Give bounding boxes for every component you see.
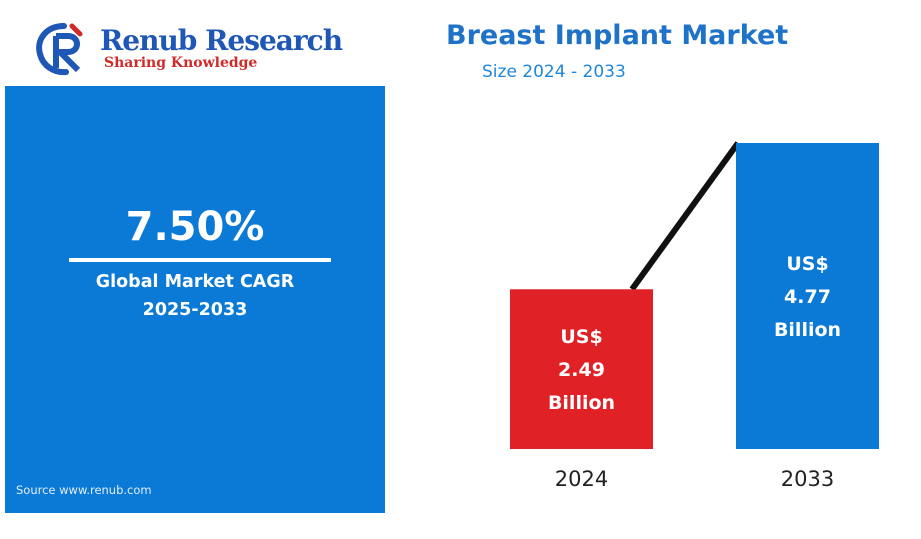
cagr-panel: 7.50% Global Market CAGR 2025-2033 Sourc… xyxy=(5,86,385,513)
bar-value-label: 4.77 xyxy=(784,286,831,308)
x-tick-label: 2024 xyxy=(555,467,608,491)
cagr-divider xyxy=(69,258,331,262)
chart-title: Breast Implant Market xyxy=(446,20,789,51)
brand-logo: Renub Research Sharing Knowledge xyxy=(34,22,343,76)
trend-connector-line xyxy=(629,141,741,292)
x-tick-label: 2033 xyxy=(781,467,834,491)
renub-logo-icon xyxy=(36,23,83,76)
bar-value-label: 2.49 xyxy=(558,359,605,381)
bar-2024 xyxy=(510,289,653,449)
bar-2033 xyxy=(736,143,879,449)
bar-value-label: Billion xyxy=(548,392,615,414)
cagr-period: 2025-2033 xyxy=(142,300,248,320)
bar-value-label: US$ xyxy=(786,253,828,275)
bar-value-label: Billion xyxy=(774,319,841,341)
brand-name: Renub Research xyxy=(100,24,343,57)
source-note: Source www.renub.com xyxy=(16,483,152,497)
bar-value-label: US$ xyxy=(560,326,602,348)
cagr-value: 7.50% xyxy=(125,204,265,250)
chart-subtitle: Size 2024 - 2033 xyxy=(482,62,626,82)
cagr-label: Global Market CAGR xyxy=(95,272,295,292)
brand-tagline: Sharing Knowledge xyxy=(104,55,258,71)
